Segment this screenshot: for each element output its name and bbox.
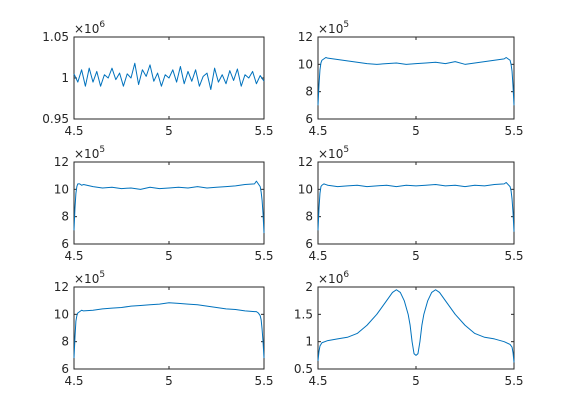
y-tick-label: 6 (61, 362, 69, 376)
y-multiplier-label: ×105 (74, 270, 105, 286)
y-multiplier-label: ×105 (318, 145, 349, 161)
y-tick-label: 8 (305, 210, 313, 224)
series-line (73, 180, 265, 234)
y-tick-label: 10 (298, 182, 313, 196)
y-tick-label: 12 (54, 155, 69, 169)
axes-frame (73, 286, 265, 370)
y-tick-label: 8 (305, 85, 313, 99)
subplot-1: 4.5 5 5.5 0.95 1 1.05 ×106 (42, 20, 273, 138)
x-tick-label: 5.5 (254, 249, 273, 263)
x-tick-label: 4.5 (64, 374, 83, 388)
series-line (73, 302, 265, 359)
y-tick-label: 1.5 (294, 307, 313, 321)
y-multiplier-exponent: 6 (343, 270, 349, 280)
y-multiplier-exponent: 5 (343, 20, 349, 30)
y-multiplier-base: ×10 (318, 272, 343, 286)
y-multiplier-exponent: 5 (99, 270, 105, 280)
y-tick-label: 1.05 (42, 30, 69, 44)
x-tick-label: 4.5 (64, 249, 83, 263)
y-tick-label: 1 (305, 335, 313, 349)
y-multiplier-base: ×10 (74, 147, 99, 161)
y-tick-label: 12 (54, 280, 69, 294)
axes-frame (317, 36, 515, 120)
y-tick-label: 0.5 (294, 362, 313, 376)
y-tick-label: 6 (61, 237, 69, 251)
y-tick-label: 8 (61, 210, 69, 224)
x-tick-label: 5 (165, 374, 173, 388)
y-tick-label: 12 (298, 155, 313, 169)
y-tick-label: 2 (305, 280, 313, 294)
y-tick-label: 10 (54, 182, 69, 196)
x-tick-label: 5 (165, 249, 173, 263)
y-multiplier-base: ×10 (318, 147, 343, 161)
y-multiplier-exponent: 5 (343, 145, 349, 155)
series-line (317, 182, 515, 232)
y-tick-label: 1 (61, 71, 69, 85)
x-tick-label: 5 (165, 124, 173, 138)
x-tick-label: 4.5 (64, 124, 83, 138)
x-tick-label: 4.5 (308, 124, 327, 138)
x-tick-label: 4.5 (308, 249, 327, 263)
x-tick-label: 5 (412, 374, 420, 388)
y-tick-label: 10 (54, 307, 69, 321)
series-line (317, 57, 515, 106)
y-multiplier-label: ×106 (318, 270, 349, 286)
x-tick-label: 5.5 (504, 124, 523, 138)
y-tick-label: 6 (305, 112, 313, 126)
y-multiplier-label: ×105 (318, 20, 349, 36)
y-multiplier-label: ×105 (74, 145, 105, 161)
x-tick-label: 5.5 (254, 124, 273, 138)
y-tick-label: 6 (305, 237, 313, 251)
x-tick-label: 5.5 (504, 249, 523, 263)
y-multiplier-exponent: 5 (99, 145, 105, 155)
subplot-6: 4.5 5 5.5 0.5 1 1.5 2 ×106 (294, 270, 524, 388)
y-tick-label: 0.95 (42, 112, 69, 126)
series-line (73, 62, 265, 90)
y-multiplier-label: ×106 (74, 20, 105, 36)
x-tick-label: 4.5 (308, 374, 327, 388)
y-multiplier-base: ×10 (318, 22, 343, 36)
y-tick-label: 8 (61, 335, 69, 349)
x-tick-label: 5.5 (254, 374, 273, 388)
series-line (317, 289, 515, 363)
x-tick-label: 5 (412, 124, 420, 138)
y-multiplier-base: ×10 (74, 22, 99, 36)
axes-frame (317, 161, 515, 245)
x-tick-label: 5 (412, 249, 420, 263)
x-tick-label: 5.5 (504, 374, 523, 388)
y-tick-label: 10 (298, 57, 313, 71)
y-tick-label: 12 (298, 30, 313, 44)
axes-frame (73, 161, 265, 245)
axes-frame (317, 286, 515, 370)
y-multiplier-exponent: 6 (99, 20, 105, 30)
y-multiplier-base: ×10 (74, 272, 99, 286)
